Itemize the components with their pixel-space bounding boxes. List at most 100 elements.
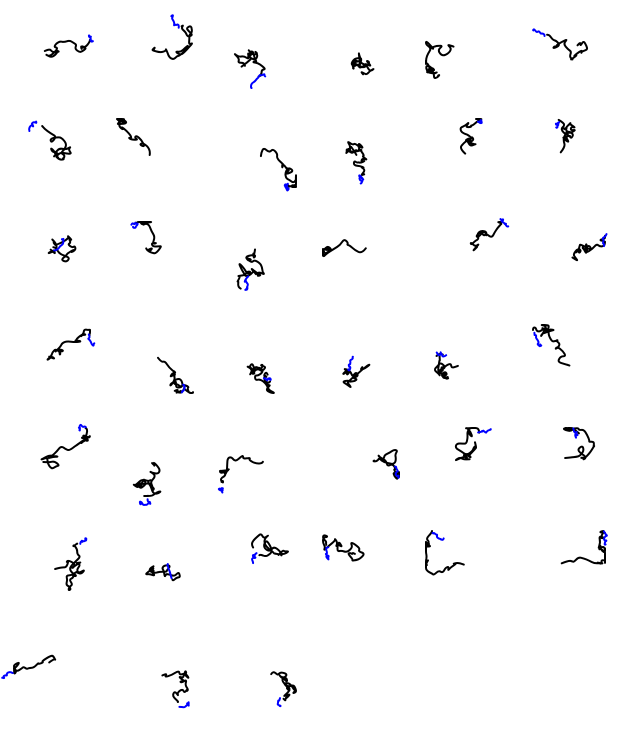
trajectory-black-trace xyxy=(145,564,181,582)
trajectory-panel-26 xyxy=(132,461,162,506)
trajectory-panel-3 xyxy=(233,49,267,90)
trajectory-panel-13 xyxy=(47,235,77,263)
trajectory-panel-20 xyxy=(157,356,194,394)
trajectory-panel-35 xyxy=(425,530,465,576)
trajectory-blue-trace xyxy=(250,73,267,90)
trajectory-blue-trace xyxy=(1,671,14,680)
trajectory-black-trace xyxy=(557,118,576,154)
trajectory-panel-2 xyxy=(151,14,193,60)
trajectory-blue-trace xyxy=(533,331,543,348)
trajectory-blue-trace xyxy=(601,233,608,248)
trajectory-panel-18 xyxy=(571,233,608,262)
trajectory-panel-8 xyxy=(116,118,151,156)
trajectory-black-trace xyxy=(116,118,151,156)
trajectory-black-trace xyxy=(546,33,589,61)
trajectory-panel-28 xyxy=(372,449,400,480)
trajectory-panel-11 xyxy=(459,118,483,155)
trajectory-panel-27 xyxy=(217,455,264,494)
trajectory-blue-trace xyxy=(477,428,492,434)
trajectory-black-trace xyxy=(270,671,297,702)
trajectory-panel-29 xyxy=(454,427,492,462)
trajectory-blue-trace xyxy=(87,34,94,43)
trajectory-blue-trace xyxy=(28,120,38,132)
trajectory-black-trace xyxy=(132,461,162,497)
trajectory-panel-39 xyxy=(270,671,297,708)
trajectory-panel-32 xyxy=(145,563,181,582)
trajectory-panel-21 xyxy=(246,363,275,394)
trajectory-blue-trace xyxy=(477,119,483,125)
trajectory-black-trace xyxy=(433,352,459,380)
trajectory-blue-trace xyxy=(324,546,330,561)
trajectory-panel-6 xyxy=(532,28,589,61)
trajectory-panel-5 xyxy=(425,40,455,79)
trajectory-blue-trace xyxy=(87,333,96,347)
trajectory-black-trace xyxy=(562,427,596,461)
trajectory-panel-22 xyxy=(342,355,371,388)
trajectory-black-trace xyxy=(425,530,465,576)
trajectory-black-trace xyxy=(134,221,162,255)
trajectory-panel-1 xyxy=(43,34,94,58)
trajectory-black-trace xyxy=(151,24,193,60)
trajectory-blue-trace xyxy=(243,275,250,291)
trajectory-black-trace xyxy=(425,40,455,79)
trajectory-blue-trace xyxy=(499,218,510,228)
trajectory-panel-24 xyxy=(532,323,571,367)
trajectory-black-trace xyxy=(345,141,368,176)
trajectory-blue-trace xyxy=(138,498,152,506)
trajectory-black-trace xyxy=(233,49,266,78)
trajectory-panel-9 xyxy=(259,147,297,192)
trajectory-black-trace xyxy=(13,654,57,675)
trajectory-blue-trace xyxy=(166,563,173,580)
trajectory-black-trace xyxy=(54,542,85,592)
trajectory-panel-15 xyxy=(236,248,265,291)
trajectory-blue-trace xyxy=(217,487,224,494)
trajectory-blue-trace xyxy=(431,531,445,541)
trajectory-blue-trace xyxy=(283,182,290,192)
trajectory-black-trace xyxy=(157,356,194,394)
trajectory-blue-trace xyxy=(347,355,354,372)
trajectory-black-trace xyxy=(40,427,91,470)
trajectory-panel-38 xyxy=(161,670,190,709)
trajectory-panel-31 xyxy=(54,537,88,592)
trajectory-black-trace xyxy=(459,118,483,155)
trajectory-blue-trace xyxy=(358,174,365,185)
trajectory-panel-10 xyxy=(345,141,368,185)
trajectory-panel-34 xyxy=(322,534,365,562)
trajectory-panel-4 xyxy=(350,52,375,76)
trajectory-panel-19 xyxy=(46,328,96,361)
trajectory-black-trace xyxy=(246,363,275,394)
trajectory-panel-7 xyxy=(28,120,72,161)
trajectory-blue-trace xyxy=(532,28,546,37)
trajectory-black-trace xyxy=(560,530,607,565)
trajectory-blue-trace xyxy=(170,14,180,29)
trajectory-blue-trace xyxy=(77,423,87,432)
trajectory-black-trace xyxy=(161,670,190,703)
trajectory-panel-36 xyxy=(560,530,608,565)
trajectory-blue-trace xyxy=(276,697,282,708)
trajectory-black-trace xyxy=(350,52,375,76)
trajectory-black-trace xyxy=(251,533,289,558)
trajectory-black-trace xyxy=(342,363,371,388)
trajectory-blue-trace xyxy=(572,427,579,439)
trajectory-black-trace xyxy=(43,38,91,58)
trajectory-blue-trace xyxy=(79,537,88,545)
trajectory-black-trace xyxy=(372,449,400,480)
trajectory-black-trace xyxy=(322,534,365,562)
trajectory-black-trace xyxy=(454,427,481,462)
trajectory-panel-23 xyxy=(433,351,459,380)
trajectory-blue-trace xyxy=(602,530,608,546)
trajectory-blue-trace xyxy=(178,701,190,709)
trajectory-black-trace xyxy=(259,147,297,189)
trajectory-panel-16 xyxy=(322,239,367,258)
trajectory-panel-37 xyxy=(1,654,57,680)
trajectory-panel-30 xyxy=(562,427,596,461)
trajectory-black-trace xyxy=(47,235,77,263)
trajectory-panel-25 xyxy=(40,423,91,470)
trajectory-blue-trace xyxy=(53,237,65,252)
trajectory-black-trace xyxy=(46,328,91,361)
trajectory-black-trace xyxy=(571,234,607,262)
trajectory-black-trace xyxy=(322,239,367,258)
trajectory-blue-trace xyxy=(180,383,186,394)
trajectory-blue-trace xyxy=(554,121,561,129)
trajectory-panel-17 xyxy=(469,218,510,252)
